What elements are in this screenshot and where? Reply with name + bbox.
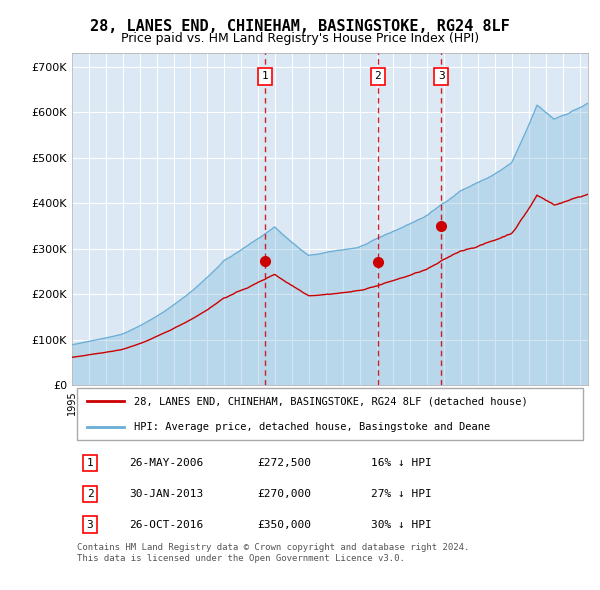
Text: Contains HM Land Registry data © Crown copyright and database right 2024.
This d: Contains HM Land Registry data © Crown c…	[77, 543, 470, 563]
Text: 16% ↓ HPI: 16% ↓ HPI	[371, 458, 432, 468]
Text: 28, LANES END, CHINEHAM, BASINGSTOKE, RG24 8LF (detached house): 28, LANES END, CHINEHAM, BASINGSTOKE, RG…	[134, 396, 527, 407]
Text: HPI: Average price, detached house, Basingstoke and Deane: HPI: Average price, detached house, Basi…	[134, 421, 490, 431]
Text: 26-OCT-2016: 26-OCT-2016	[129, 520, 203, 530]
Text: 2: 2	[86, 489, 94, 499]
Text: 2: 2	[374, 71, 381, 81]
Text: 30% ↓ HPI: 30% ↓ HPI	[371, 520, 432, 530]
Text: 28, LANES END, CHINEHAM, BASINGSTOKE, RG24 8LF: 28, LANES END, CHINEHAM, BASINGSTOKE, RG…	[90, 19, 510, 34]
FancyBboxPatch shape	[77, 388, 583, 440]
Text: 3: 3	[86, 520, 94, 530]
Text: 3: 3	[438, 71, 445, 81]
Text: 1: 1	[262, 71, 268, 81]
Text: 26-MAY-2006: 26-MAY-2006	[129, 458, 203, 468]
Text: 30-JAN-2013: 30-JAN-2013	[129, 489, 203, 499]
Text: £272,500: £272,500	[258, 458, 312, 468]
Text: 27% ↓ HPI: 27% ↓ HPI	[371, 489, 432, 499]
Text: £270,000: £270,000	[258, 489, 312, 499]
Text: 1: 1	[86, 458, 94, 468]
Text: Price paid vs. HM Land Registry's House Price Index (HPI): Price paid vs. HM Land Registry's House …	[121, 32, 479, 45]
Text: £350,000: £350,000	[258, 520, 312, 530]
